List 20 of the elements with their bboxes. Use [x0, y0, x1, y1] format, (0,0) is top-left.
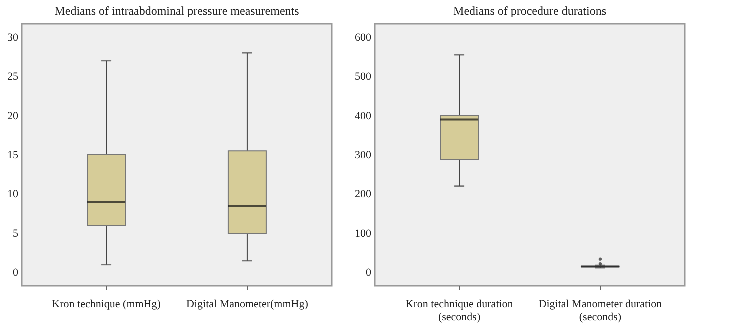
- x-tick-label: Kron technique duration (seconds): [406, 298, 514, 324]
- x-tick-label: Digital Manometer duration (seconds): [538, 298, 663, 324]
- y-tick-label: 15: [8, 150, 19, 162]
- y-tick-label: 600: [355, 32, 372, 44]
- y-tick-label: 0: [366, 267, 372, 280]
- x-tick-label: Digital Manometer(mmHg): [186, 298, 309, 310]
- y-tick-label: 0: [13, 267, 19, 280]
- y-tick-label: 200: [355, 188, 372, 201]
- y-tick-label: 10: [8, 188, 19, 201]
- x-tick-label: Kron technique (mmHg): [52, 298, 162, 310]
- y-tick-label: 25: [8, 71, 19, 84]
- y-tick-label: 100: [355, 228, 372, 240]
- y-tick-label: 20: [8, 110, 19, 122]
- y-tick-label: 5: [13, 228, 19, 240]
- y-tick-label: 300: [355, 150, 372, 162]
- y-tick-label: 400: [355, 110, 372, 122]
- y-tick-label: 30: [8, 32, 19, 44]
- chart-title: Medians of intraabdominal pressure measurements: [54, 4, 300, 18]
- y-tick-label: 500: [355, 71, 372, 84]
- chart-title: Medians of procedure durations: [454, 4, 607, 18]
